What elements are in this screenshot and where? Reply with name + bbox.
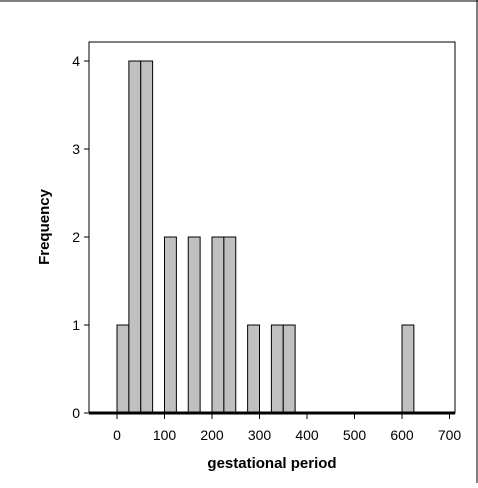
y-tick-label: 2 bbox=[72, 229, 80, 245]
histogram-bar bbox=[401, 324, 415, 414]
y-axis-label: Frequency bbox=[36, 188, 53, 265]
x-tick-label: 300 bbox=[248, 427, 272, 443]
y-axis: 0 1 2 3 4 bbox=[72, 53, 89, 421]
histogram-bar bbox=[282, 324, 296, 414]
histogram-bar bbox=[270, 324, 284, 414]
y-tick-label: 1 bbox=[72, 317, 80, 333]
histogram-bar bbox=[116, 324, 130, 414]
x-tick-label: 400 bbox=[295, 427, 319, 443]
x-tick-label: 500 bbox=[343, 427, 367, 443]
y-tick-label: 4 bbox=[72, 53, 80, 69]
histogram-bar bbox=[140, 60, 154, 414]
histogram-bar bbox=[223, 236, 237, 414]
y-tick-label: 0 bbox=[72, 405, 80, 421]
x-tick-label: 100 bbox=[153, 427, 177, 443]
histogram-bar bbox=[128, 60, 142, 414]
histogram-bar bbox=[211, 236, 225, 414]
x-tick-label: 700 bbox=[438, 427, 462, 443]
y-tick-label: 3 bbox=[72, 141, 80, 157]
x-tick-label: 0 bbox=[113, 427, 121, 443]
histogram-bar bbox=[164, 236, 177, 414]
x-axis: 0 100 200 300 400 500 600 700 bbox=[113, 413, 461, 443]
histogram-bar bbox=[247, 324, 260, 414]
x-tick-label: 200 bbox=[200, 427, 224, 443]
histogram-bar bbox=[187, 236, 201, 414]
x-axis-label: gestational period bbox=[207, 455, 336, 472]
x-tick-label: 600 bbox=[390, 427, 414, 443]
